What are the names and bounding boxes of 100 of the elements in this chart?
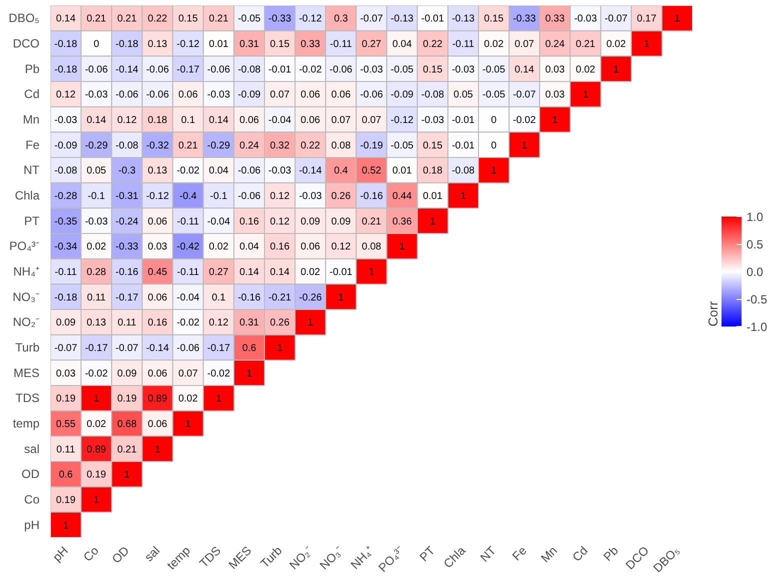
data-label: -0.07: [360, 14, 384, 25]
data-label: -0.17: [84, 343, 108, 354]
y-tick-label: PT: [24, 214, 40, 228]
data-label: 0.01: [392, 166, 412, 177]
data-label: 0.26: [270, 318, 290, 329]
x-tick-label: Pb: [600, 543, 622, 564]
data-label: 0.06: [331, 90, 352, 101]
data-label: -0.19: [360, 140, 384, 152]
data-label: 0.02: [178, 394, 198, 405]
data-label: 1: [124, 470, 130, 481]
data-label: 0.89: [148, 394, 168, 405]
y-tick-label: Mn: [22, 112, 40, 126]
data-label: -0.29: [207, 140, 230, 152]
data-label: 0.32: [270, 140, 290, 152]
data-label: 1: [368, 267, 375, 278]
data-label: 0.4: [334, 166, 348, 177]
data-label: 0.08: [331, 140, 352, 152]
data-label: -0.14: [146, 343, 170, 354]
data-label: -0.06: [116, 90, 139, 101]
y-tick-label: temp: [12, 416, 40, 430]
color-bar-label: 0.0: [746, 265, 764, 279]
data-label: 0.18: [148, 115, 168, 126]
data-label: 1: [582, 90, 589, 101]
data-label: 0.15: [270, 39, 290, 50]
data-label: 0.22: [148, 14, 168, 25]
data-label: 0.21: [576, 39, 596, 50]
data-label: 0.11: [118, 318, 137, 329]
data-label: -0.05: [482, 64, 506, 76]
data-label: -0.16: [116, 267, 139, 278]
data-label: -0.06: [176, 343, 200, 354]
data-label: 0.11: [86, 292, 106, 304]
data-label: 0.07: [514, 39, 535, 50]
data-label: -0.18: [54, 39, 78, 50]
data-label: 0.3: [334, 14, 348, 25]
data-label: -0.28: [54, 191, 78, 202]
data-label: -0.4: [179, 191, 198, 202]
data-label: -0.06: [84, 64, 108, 76]
data-label: 0.03: [545, 90, 566, 101]
data-label: 1: [399, 242, 406, 253]
x-tick-label: Cd: [570, 544, 590, 564]
data-label: 0.33: [300, 39, 321, 50]
data-label: 0.02: [208, 242, 229, 253]
data-label: 1: [94, 495, 100, 506]
data-label: 0.16: [270, 242, 290, 253]
data-label: -0.17: [176, 64, 200, 76]
data-label: 1: [430, 216, 436, 228]
data-label: -0.17: [116, 292, 139, 304]
data-label: 0.22: [422, 39, 443, 50]
data-label: -0.11: [177, 267, 200, 278]
data-label: -0.07: [604, 14, 628, 25]
data-label: -0.12: [176, 39, 200, 50]
data-label: 0.26: [331, 191, 352, 202]
data-label: -0.11: [54, 267, 78, 278]
data-label: -0.01: [421, 14, 444, 25]
data-label: -0.03: [268, 166, 292, 177]
data-label: 0.1: [181, 115, 196, 126]
data-label: 0.16: [239, 216, 260, 228]
data-label: -0.03: [54, 115, 78, 126]
data-label: 0.14: [270, 267, 290, 278]
data-label: 0.27: [362, 39, 382, 50]
x-tick-label: PT: [416, 543, 438, 564]
data-label: -0.08: [116, 140, 139, 152]
data-label: 0.19: [86, 470, 107, 481]
data-label: -0.3: [118, 166, 136, 177]
data-label: 1: [644, 39, 650, 50]
data-label: -0.11: [177, 216, 200, 228]
data-label: 1: [94, 394, 100, 405]
data-label: 0.19: [56, 394, 76, 405]
data-label: 0.07: [331, 115, 352, 126]
data-label: 0.24: [545, 39, 566, 50]
data-label: -0.29: [84, 140, 108, 152]
data-label: -0.03: [298, 191, 322, 202]
data-label: -0.33: [116, 242, 139, 253]
data-label: -0.33: [268, 14, 292, 25]
data-label: -0.33: [512, 14, 536, 25]
data-label: -0.11: [330, 39, 352, 50]
data-label: -0.35: [54, 216, 78, 228]
data-label: 0.12: [270, 216, 290, 228]
data-label: -0.24: [116, 216, 139, 228]
data-label: 0.14: [208, 115, 229, 126]
data-label: -0.06: [238, 166, 262, 177]
data-label: -0.07: [54, 343, 78, 354]
data-label: 0.12: [331, 242, 352, 253]
data-label: -0.42: [176, 242, 200, 253]
y-tick-label: NT: [24, 163, 40, 178]
data-label: 0.44: [392, 191, 412, 202]
data-label: 0.06: [148, 419, 168, 430]
y-tick-label: MES: [13, 366, 40, 380]
y-tick-label: pH: [24, 518, 40, 532]
y-tick-label: Pb: [24, 62, 40, 76]
y-tick-label: Chla: [14, 188, 40, 202]
data-label: -0.14: [116, 64, 139, 76]
data-label: -0.18: [54, 64, 78, 76]
data-label: 1: [246, 368, 252, 380]
data-label: 0.12: [270, 191, 290, 202]
data-label: 0.21: [117, 444, 138, 456]
data-label: 0.09: [331, 216, 352, 228]
data-label: -0.26: [298, 292, 322, 304]
y-tick-label: NO₂⁻: [12, 315, 40, 330]
data-label: -0.12: [390, 115, 414, 126]
